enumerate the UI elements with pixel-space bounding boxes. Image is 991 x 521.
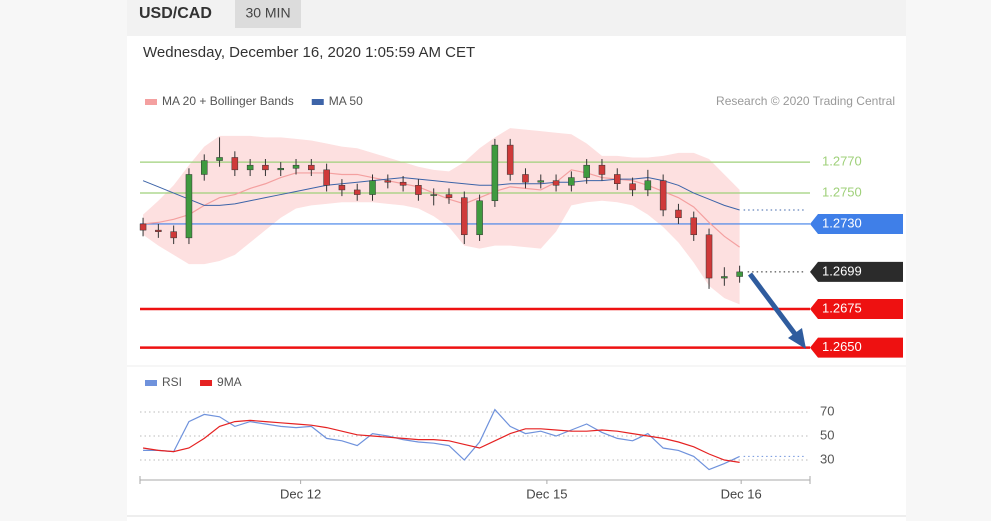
bollinger-band: [143, 128, 740, 305]
candle-body: [629, 183, 636, 191]
y-tick-label: 70: [820, 403, 834, 418]
candle-body: [598, 164, 606, 175]
candle-body: [262, 164, 269, 171]
candle-body: [399, 181, 407, 186]
datetime: Wednesday, December 16, 2020 1:05:59 AM …: [143, 44, 475, 61]
legend-label: RSI: [162, 375, 182, 389]
candle-body: [614, 174, 621, 184]
candle-body: [323, 169, 330, 186]
legend-swatch: [145, 99, 157, 105]
candle-body: [185, 174, 193, 239]
y-tick-label: 30: [820, 451, 834, 466]
candle-body: [216, 157, 223, 161]
level-label: 1.2675: [822, 300, 862, 315]
attribution: Research © 2020 Trading Central: [716, 94, 895, 108]
y-tick-label: 50: [820, 427, 834, 442]
candle-body: [644, 180, 652, 191]
candle-body: [155, 229, 162, 232]
candle-body: [308, 164, 315, 171]
candle-body: [491, 144, 499, 202]
candle-body: [583, 164, 590, 178]
candle-body: [445, 194, 453, 198]
candle-body: [705, 234, 713, 279]
ma50-line: [142, 177, 740, 211]
candle-body: [338, 185, 346, 191]
candle-body: [461, 197, 468, 236]
panel: [127, 0, 906, 521]
candle-body: [537, 180, 545, 183]
candle-body: [246, 164, 254, 171]
candle-body: [522, 174, 529, 183]
candle-body: [353, 189, 361, 195]
candle-body: [506, 144, 514, 175]
candle-body: [415, 185, 422, 195]
candle-body: [200, 160, 208, 175]
candle-body: [675, 209, 682, 219]
interval: 30 MIN: [245, 5, 290, 21]
level-label: 1.2750: [822, 184, 862, 199]
candle-body: [736, 271, 743, 277]
legend-label: MA 20 + Bollinger Bands: [162, 94, 294, 108]
level-label: 1.2770: [822, 154, 862, 169]
legend-label: 9MA: [217, 375, 242, 389]
interval-box: [235, 0, 301, 28]
level-box: [810, 261, 903, 282]
legend-label: MA 50: [329, 94, 363, 108]
candle-body: [384, 180, 392, 183]
x-tick-label: Dec 16: [721, 486, 762, 501]
level-box: [810, 337, 903, 358]
candle-body: [369, 180, 376, 195]
candle-body: [476, 200, 483, 236]
candle-body: [170, 231, 177, 239]
level-box: [810, 213, 903, 234]
candle-body: [659, 180, 667, 211]
level-label: 1.2699: [822, 263, 862, 278]
forecast-arrowhead: [788, 328, 806, 349]
series-line: [143, 408, 740, 471]
candle-body: [721, 276, 728, 279]
ma20-line: [142, 169, 740, 248]
x-tick-label: Dec 15: [526, 486, 567, 501]
candle-body: [139, 223, 147, 231]
candle-body: [690, 217, 697, 236]
legend-swatch: [200, 380, 213, 386]
candle-body: [430, 194, 437, 196]
candle-body: [568, 177, 575, 186]
x-tick-label: Dec 12: [280, 486, 321, 501]
level-label: 1.2650: [822, 339, 862, 354]
level-box: [810, 298, 903, 319]
candle-body: [231, 157, 239, 171]
candle-body: [277, 168, 284, 171]
symbol: USD/CAD: [139, 5, 212, 22]
candle-body: [552, 180, 560, 186]
legend-swatch: [311, 99, 324, 105]
legend-swatch: [145, 380, 157, 386]
level-label: 1.2730: [822, 215, 862, 230]
candle-body: [292, 164, 300, 169]
series-line: [142, 419, 740, 463]
forecast-arrow: [748, 272, 800, 340]
